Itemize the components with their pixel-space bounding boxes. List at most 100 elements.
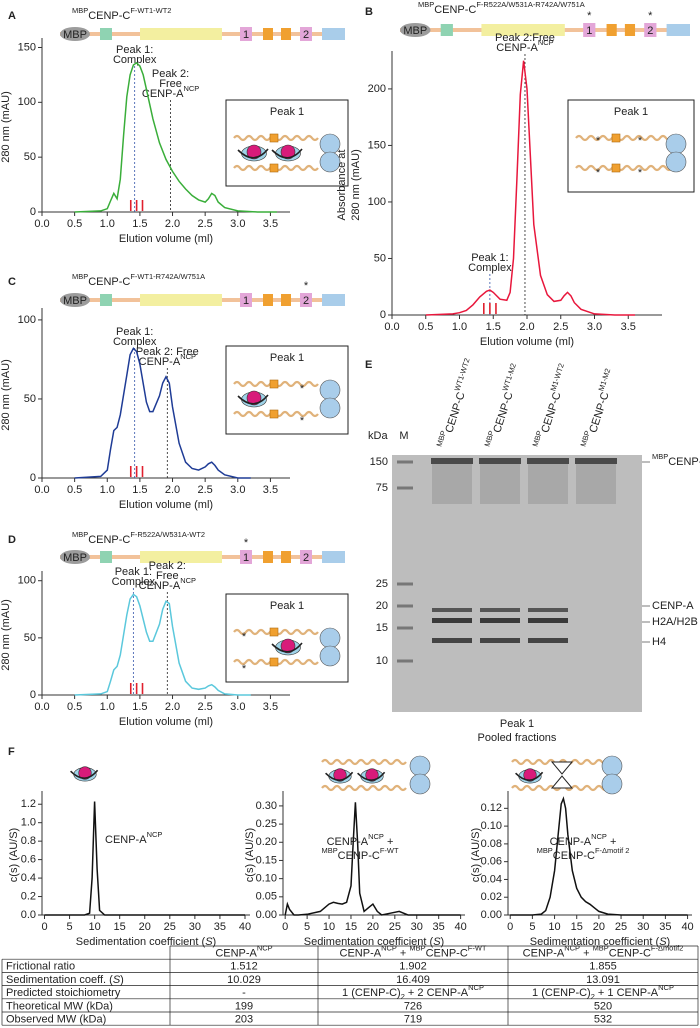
x-tick-label: 5 [529, 921, 535, 933]
chart-title: MBPCENP-CF-WT1-R742A/W751A [72, 272, 205, 287]
x-tick-label: 35 [659, 921, 671, 933]
text-segment: MBP [537, 846, 553, 855]
x-tick-label: 2.0 [165, 218, 180, 230]
inset-star: * [638, 167, 643, 179]
text-segment: CENP-C [338, 850, 380, 862]
text-segment: MBP [593, 944, 609, 953]
trace [44, 801, 245, 916]
panel-label: D [8, 534, 16, 546]
domain-box [322, 551, 345, 563]
x-tick-label: 3.0 [230, 701, 245, 713]
x-tick-label: 0.5 [418, 321, 433, 333]
gel-band [432, 618, 472, 623]
species-label: CENP-ANCP [105, 830, 162, 845]
cenp-c-strand [321, 758, 407, 766]
inset-star: * [242, 663, 247, 675]
text-segment: NCP [368, 832, 384, 841]
y-tick-label: 100 [18, 575, 36, 587]
text-segment: ) [120, 974, 124, 986]
x-tick-label: 3.5 [263, 484, 278, 496]
histone-core [365, 768, 379, 782]
deletion [550, 761, 574, 789]
gel-lane-label: MBPCENP-CM1-WT2 [531, 362, 573, 450]
text-segment: CENP-C [609, 948, 651, 960]
text-segment: MBP [652, 452, 668, 461]
domain-box [666, 24, 690, 36]
y-tick-label: 0.25 [256, 818, 277, 830]
x-tick-label: 3.0 [230, 218, 245, 230]
cupin-box [263, 28, 273, 40]
text-segment: CENP-C [668, 456, 700, 468]
text-segment: CENP-C [539, 391, 563, 435]
trace [425, 60, 635, 316]
y-tick-label: 0.30 [256, 800, 277, 812]
cupin-mark [269, 657, 279, 667]
gel-smear [576, 464, 616, 504]
text-segment: Sedimentation coefficient ( [530, 936, 660, 948]
ladder-band [397, 582, 413, 586]
text-segment: NCP [591, 832, 607, 841]
y-tick-label: 0.06 [481, 856, 502, 868]
motif-box [583, 23, 596, 37]
text-segment: + 2 CENP-A [405, 987, 469, 999]
text-segment: 1 (CENP-C) [342, 987, 401, 999]
x-tick-label: 2.0 [165, 701, 180, 713]
mutation-star: * [648, 10, 653, 22]
ladder-band [397, 659, 413, 663]
y-tick-label: 50 [24, 632, 36, 644]
inset-star: * [638, 135, 643, 147]
text-segment: NCP [381, 944, 397, 953]
x-tick-label: 1.5 [486, 321, 501, 333]
species-label: CENP-ANCP + [550, 832, 617, 847]
gel-unit: kDa [368, 430, 388, 442]
x-tick-label: 35 [433, 921, 445, 933]
table-cell: 1.855 [589, 961, 617, 973]
inset-title: Peak 1 [270, 106, 304, 118]
y-tick-label: 0.8 [21, 835, 36, 847]
mbp-blob [319, 397, 341, 419]
y-tick-label: 0 [30, 206, 36, 218]
y-tick-label: 0 [30, 472, 36, 484]
domain-box [440, 24, 453, 36]
table-cell: 1.512 [230, 961, 258, 973]
marker-label: 10 [376, 655, 388, 667]
motif-box [644, 23, 657, 37]
text-segment: NCP [147, 830, 163, 839]
y-axis-label: 280 nm (mAU) [0, 599, 12, 671]
text-segment: MBP [72, 6, 88, 15]
x-tick-label: 0 [41, 921, 47, 933]
text-segment: 2 [591, 993, 595, 1002]
y-tick-label: 0 [30, 689, 36, 701]
table-cell: 203 [235, 1014, 253, 1026]
text-segment: CENP-A [327, 836, 369, 848]
motif-box [300, 550, 312, 564]
panel-label: C [8, 276, 16, 288]
x-tick-label: 1.0 [452, 321, 467, 333]
x-axis-label: Sedimentation coefficient (S) [76, 936, 216, 948]
domain-box [100, 294, 112, 306]
text-segment: NCP [257, 944, 273, 953]
cupin-mark [611, 163, 621, 173]
peak-label: Peak 2: [149, 560, 186, 572]
table-header: CENP-ANCP + MBPCENP-CF-Δmotif2 [523, 944, 684, 959]
y-tick-label: 1.2 [21, 798, 36, 810]
peak-label: Peak 2: Free [136, 346, 199, 358]
x-axis-label: Elution volume (ml) [119, 716, 213, 728]
species-label: MBPCENP-CF-WT [321, 846, 398, 861]
x-axis-label: Elution volume (ml) [480, 336, 574, 348]
table-cell: 13.091 [586, 974, 620, 986]
peak-label: Complex [113, 54, 157, 66]
table-cell: 726 [404, 1000, 422, 1012]
y-tick-label: 0.00 [256, 909, 277, 921]
table-cell: 1 (CENP-C)2 + 1 CENP-ANCP [532, 984, 674, 1002]
motif-label: 1 [586, 25, 592, 37]
gel-band [527, 458, 569, 464]
motif-box [240, 27, 252, 41]
mbp-blob [665, 133, 687, 155]
gel-band [479, 458, 521, 464]
y-tick-label: 100 [18, 314, 36, 326]
domain-box [140, 551, 222, 563]
text-segment: CENP-C [88, 534, 130, 546]
mbp-tag [60, 293, 90, 307]
mbp-tag-label: MBP [63, 552, 87, 564]
